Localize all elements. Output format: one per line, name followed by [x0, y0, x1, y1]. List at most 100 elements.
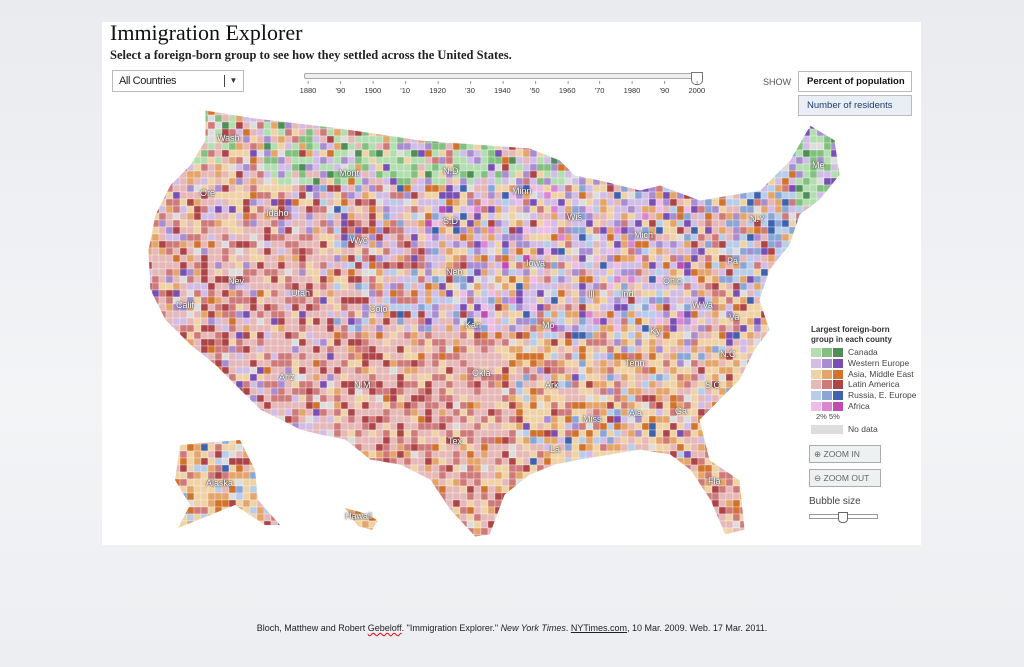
county-cell[interactable] [690, 121, 699, 130]
county-cell[interactable] [529, 198, 538, 207]
county-cell[interactable] [725, 121, 734, 130]
county-cell[interactable] [151, 443, 160, 452]
county-cell[interactable] [480, 352, 489, 361]
county-cell[interactable] [410, 219, 419, 228]
county-cell[interactable] [613, 128, 622, 137]
county-cell[interactable] [326, 108, 335, 116]
county-cell[interactable] [417, 296, 426, 305]
county-cell[interactable] [368, 170, 377, 179]
county-cell[interactable] [305, 233, 314, 242]
county-cell[interactable] [592, 338, 601, 347]
county-cell[interactable] [522, 149, 531, 158]
county-cell[interactable] [165, 170, 174, 179]
county-cell[interactable] [683, 352, 692, 361]
county-cell[interactable] [662, 422, 671, 431]
county-cell[interactable] [186, 317, 195, 326]
county-cell[interactable] [319, 156, 328, 165]
county-cell[interactable] [319, 380, 328, 389]
county-cell[interactable] [361, 429, 370, 438]
county-cell[interactable] [403, 436, 412, 445]
county-cell[interactable] [662, 338, 671, 347]
county-cell[interactable] [690, 163, 699, 172]
county-cell[interactable] [242, 401, 251, 410]
county-cell[interactable] [529, 275, 538, 284]
county-cell[interactable] [788, 338, 797, 347]
county-cell[interactable] [487, 163, 496, 172]
county-cell[interactable] [683, 135, 692, 144]
county-cell[interactable] [606, 163, 615, 172]
county-cell[interactable] [389, 345, 398, 354]
county-cell[interactable] [732, 156, 741, 165]
county-cell[interactable] [158, 289, 167, 298]
county-cell[interactable] [284, 443, 293, 452]
county-cell[interactable] [277, 359, 286, 368]
county-cell[interactable] [256, 156, 265, 165]
county-cell[interactable] [494, 366, 503, 375]
county-cell[interactable] [256, 170, 265, 179]
county-cell[interactable] [501, 366, 510, 375]
county-cell[interactable] [333, 443, 342, 452]
county-cell[interactable] [235, 261, 244, 270]
county-cell[interactable] [557, 108, 566, 116]
county-cell[interactable] [417, 170, 426, 179]
county-cell[interactable] [368, 317, 377, 326]
county-cell[interactable] [340, 219, 349, 228]
county-cell[interactable] [669, 303, 678, 312]
county-cell[interactable] [221, 219, 230, 228]
county-cell[interactable] [697, 233, 706, 242]
county-cell[interactable] [354, 303, 363, 312]
county-cell[interactable] [410, 401, 419, 410]
county-cell[interactable] [172, 275, 181, 284]
county-cell[interactable] [291, 108, 300, 116]
county-cell[interactable] [669, 359, 678, 368]
county-cell[interactable] [802, 142, 811, 151]
county-cell[interactable] [613, 219, 622, 228]
county-cell[interactable] [256, 394, 265, 403]
county-cell[interactable] [571, 352, 580, 361]
county-cell[interactable] [634, 331, 643, 340]
county-cell[interactable] [634, 261, 643, 270]
county-cell[interactable] [732, 443, 741, 452]
county-cell[interactable] [347, 149, 356, 158]
county-cell[interactable] [242, 338, 251, 347]
county-cell[interactable] [753, 324, 762, 333]
county-cell[interactable] [641, 121, 650, 130]
county-cell[interactable] [753, 240, 762, 249]
county-cell[interactable] [613, 429, 622, 438]
county-cell[interactable] [774, 114, 783, 123]
county-cell[interactable] [781, 114, 790, 123]
county-cell[interactable] [816, 261, 825, 270]
county-cell[interactable] [207, 387, 216, 396]
county-cell[interactable] [319, 212, 328, 221]
county-cell[interactable] [375, 450, 384, 459]
county-cell[interactable] [795, 338, 804, 347]
county-cell[interactable] [186, 212, 195, 221]
county-cell[interactable] [291, 352, 300, 361]
county-cell[interactable] [620, 114, 629, 123]
county-cell[interactable] [291, 359, 300, 368]
county-cell[interactable] [606, 429, 615, 438]
county-cell[interactable] [186, 401, 195, 410]
county-cell[interactable] [424, 338, 433, 347]
county-cell[interactable] [557, 366, 566, 375]
county-cell[interactable] [347, 324, 356, 333]
county-cell[interactable] [732, 268, 741, 277]
county-cell[interactable] [326, 163, 335, 172]
county-cell[interactable] [732, 429, 741, 438]
county-cell[interactable] [319, 184, 328, 193]
county-cell[interactable] [802, 394, 811, 403]
county-cell[interactable] [312, 177, 321, 186]
county-cell[interactable] [571, 177, 580, 186]
county-cell[interactable] [145, 429, 153, 438]
county-cell[interactable] [249, 191, 258, 200]
county-cell[interactable] [662, 345, 671, 354]
county-cell[interactable] [389, 373, 398, 382]
county-cell[interactable] [676, 394, 685, 403]
county-cell[interactable] [473, 128, 482, 137]
county-cell[interactable] [746, 254, 755, 263]
county-cell[interactable] [746, 240, 755, 249]
county-cell[interactable] [725, 401, 734, 410]
county-cell[interactable] [298, 380, 307, 389]
county-cell[interactable] [781, 429, 790, 438]
county-cell[interactable] [305, 303, 314, 312]
